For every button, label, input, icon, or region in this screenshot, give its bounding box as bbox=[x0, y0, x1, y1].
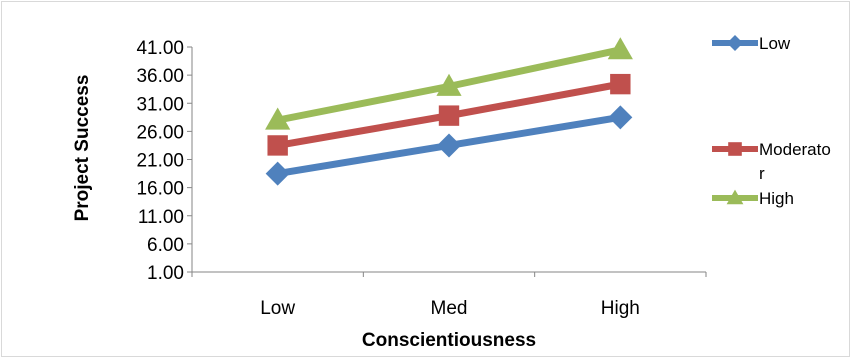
chart-border bbox=[1, 1, 850, 357]
legend-item-0: Low bbox=[712, 34, 791, 53]
legend-swatch-marker bbox=[728, 142, 742, 156]
data-point bbox=[265, 107, 291, 130]
y-tick-label: 11.00 bbox=[138, 207, 184, 228]
y-tick-label: 1.00 bbox=[147, 263, 184, 284]
x-tick-label: High bbox=[601, 298, 640, 319]
data-point bbox=[438, 105, 460, 126]
legend-label: High bbox=[759, 189, 794, 208]
data-point bbox=[436, 73, 462, 96]
y-tick-label: 26.00 bbox=[136, 122, 184, 143]
x-tick-label: Med bbox=[431, 298, 468, 319]
data-point bbox=[267, 135, 288, 156]
data-point bbox=[265, 161, 290, 186]
y-tick-label: 16.00 bbox=[136, 179, 184, 200]
data-point bbox=[607, 37, 633, 60]
x-axis-title: Conscientiousness bbox=[362, 330, 536, 351]
y-axis-title: Project Success bbox=[72, 75, 93, 222]
y-tick-label: 41.00 bbox=[136, 38, 184, 59]
legend-label-line: r bbox=[759, 164, 765, 183]
legend-label: Low bbox=[759, 34, 791, 53]
legend-item-2: High bbox=[712, 189, 794, 208]
x-tick-label: Low bbox=[260, 298, 295, 319]
y-tick-label: 31.00 bbox=[136, 94, 184, 115]
legend-swatch-marker bbox=[726, 189, 744, 205]
data-point bbox=[437, 133, 461, 158]
data-point bbox=[610, 73, 631, 95]
data-point bbox=[608, 105, 633, 130]
legend-label: Moderato r bbox=[759, 140, 831, 183]
y-tick-label: 21.00 bbox=[136, 151, 184, 172]
series-2 bbox=[265, 37, 633, 130]
series-0 bbox=[265, 105, 633, 186]
legend-swatch-marker bbox=[727, 35, 743, 51]
legend-label-line: Moderato bbox=[759, 140, 831, 159]
series-1 bbox=[267, 73, 631, 156]
legend-item-1: Moderato r bbox=[712, 140, 831, 183]
y-tick-label: 36.00 bbox=[136, 66, 184, 87]
y-tick-label: 6.00 bbox=[147, 235, 184, 256]
